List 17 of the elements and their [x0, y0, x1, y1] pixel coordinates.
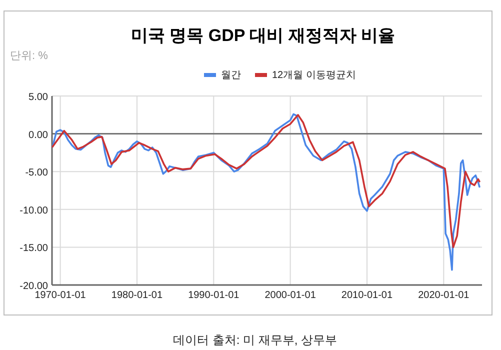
- x-tick-label: 2000-01-01: [264, 290, 316, 301]
- chart-title: 미국 명목 GDP 대비 재정적자 비율: [130, 26, 396, 45]
- y-tick-label: 5.00: [28, 92, 48, 103]
- x-tick-label: 1990-01-01: [188, 290, 240, 301]
- y-tick-label: -20.00: [20, 281, 48, 292]
- x-tick-label: 2020-01-01: [418, 290, 470, 301]
- legend-label: 12개월 이동평균치: [272, 70, 356, 81]
- x-tick-label: 1980-01-01: [111, 290, 163, 301]
- y-tick-label: -15.00: [20, 243, 48, 254]
- y-tick-label: 0.00: [28, 130, 48, 141]
- y-axis-title: 단위: %: [10, 50, 48, 62]
- y-tick-label: -5.00: [25, 168, 48, 179]
- legend-label: 월간: [221, 70, 241, 81]
- x-tick-label: 1970-01-01: [34, 290, 86, 301]
- x-tick-label: 2010-01-01: [341, 290, 394, 301]
- y-tick-label: -10.00: [20, 205, 48, 216]
- text: 데이터 출처: 미 재무부, 상무부: [172, 333, 338, 347]
